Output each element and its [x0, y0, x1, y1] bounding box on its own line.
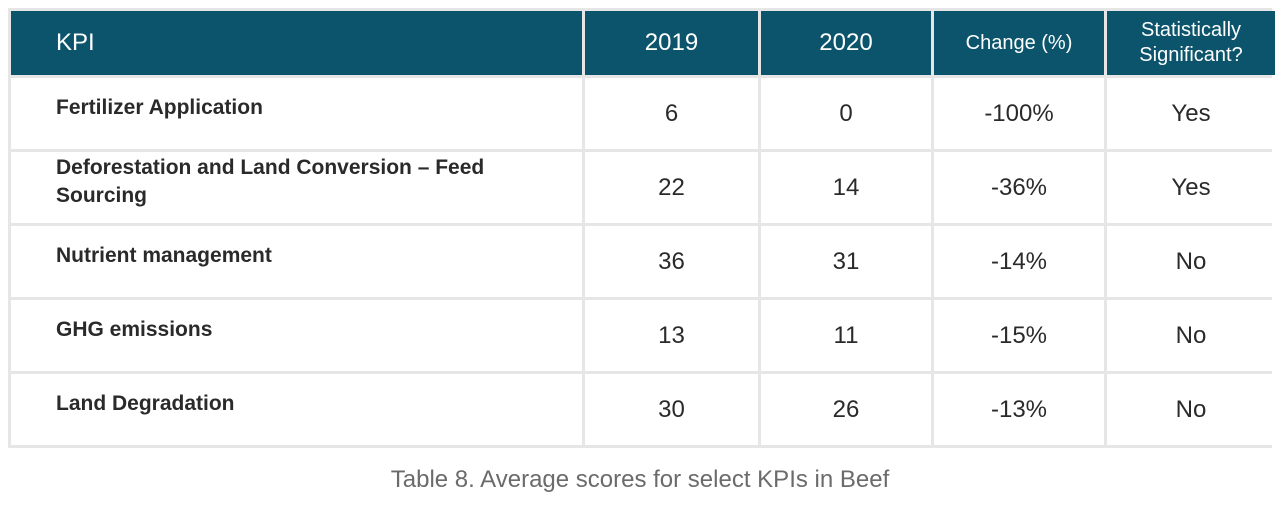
change-cell: -14% [934, 226, 1104, 297]
kpi-name: Land Degradation [56, 391, 235, 415]
table-row: Fertilizer Application 6 0 -100% Yes [11, 78, 1275, 149]
table-row: Nutrient management 36 31 -14% No [11, 226, 1275, 297]
significant-cell: Yes [1107, 78, 1275, 149]
value-2019-cell: 6 [585, 78, 758, 149]
value-2020-cell: 11 [761, 300, 931, 371]
value-2019-cell: 22 [585, 152, 758, 223]
kpi-name-cell: Deforestation and Land Conversion – Feed… [11, 152, 582, 223]
kpi-name-cell: Fertilizer Application [11, 78, 582, 149]
change-cell: -100% [934, 78, 1104, 149]
value-2020-cell: 14 [761, 152, 931, 223]
kpi-name: Nutrient management [56, 243, 272, 267]
kpi-table-container: KPI 2019 2020 Change (%) Statistically S… [8, 8, 1275, 448]
value-2019-cell: 30 [585, 374, 758, 445]
significant-cell: No [1107, 226, 1275, 297]
kpi-name-cell: GHG emissions [11, 300, 582, 371]
change-cell: -36% [934, 152, 1104, 223]
change-cell: -13% [934, 374, 1104, 445]
header-kpi: KPI [11, 11, 582, 75]
kpi-name: GHG emissions [56, 317, 213, 341]
kpi-table: KPI 2019 2020 Change (%) Statistically S… [8, 8, 1278, 448]
kpi-name: Fertilizer Application [56, 95, 263, 119]
table-row: Land Degradation 30 26 -13% No [11, 374, 1275, 445]
header-row: KPI 2019 2020 Change (%) Statistically S… [11, 11, 1275, 75]
value-2019-cell: 13 [585, 300, 758, 371]
kpi-name-cell: Land Degradation [11, 374, 582, 445]
header-significant-line2: Significant? [1139, 44, 1243, 66]
header-change: Change (%) [934, 11, 1104, 75]
table-row: GHG emissions 13 11 -15% No [11, 300, 1275, 371]
header-2019: 2019 [585, 11, 758, 75]
value-2019-cell: 36 [585, 226, 758, 297]
significant-cell: No [1107, 374, 1275, 445]
header-significant-line1: Statistically [1140, 19, 1242, 41]
change-cell: -15% [934, 300, 1104, 371]
significant-cell: No [1107, 300, 1275, 371]
table-caption: Table 8. Average scores for select KPIs … [390, 466, 890, 493]
kpi-name: Deforestation and Land Conversion – Feed… [56, 155, 485, 207]
kpi-name-cell: Nutrient management [11, 226, 582, 297]
value-2020-cell: 0 [761, 78, 931, 149]
table-row: Deforestation and Land Conversion – Feed… [11, 152, 1275, 223]
value-2020-cell: 31 [761, 226, 931, 297]
significant-cell: Yes [1107, 152, 1275, 223]
header-significant: Statistically Significant? [1107, 11, 1275, 75]
header-2020: 2020 [761, 11, 931, 75]
value-2020-cell: 26 [761, 374, 931, 445]
